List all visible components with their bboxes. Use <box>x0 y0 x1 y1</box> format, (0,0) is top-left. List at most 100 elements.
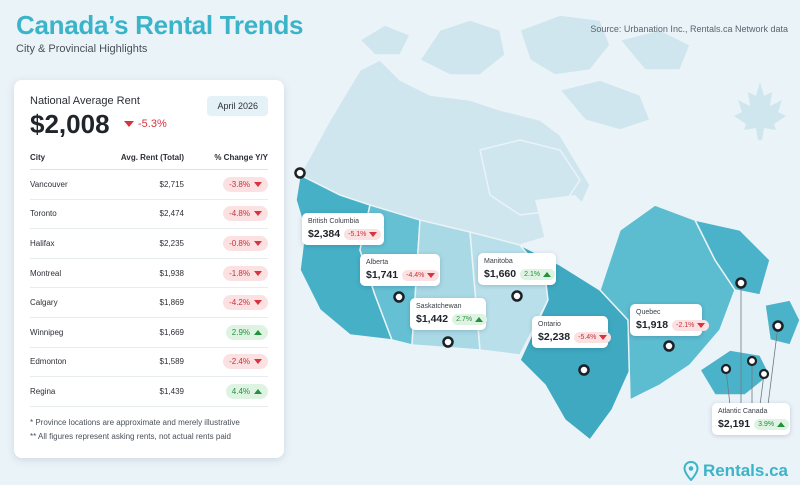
cell-rent: $2,474 <box>159 209 184 219</box>
label-manitoba: Manitoba $1,660 2.1% <box>478 253 556 285</box>
marker-ontario <box>578 364 590 376</box>
table-body: Vancouver $2,715 -3.8% Toronto $2,474 -4.8% Ha… <box>30 170 268 407</box>
cell-city: Regina <box>30 386 56 396</box>
cell-city: Vancouver <box>30 179 68 189</box>
date-badge: April 2026 <box>207 96 268 116</box>
table-row: Toronto $2,474 -4.8% <box>30 200 268 230</box>
trend-down-icon <box>599 334 608 340</box>
table-row: Regina $1,439 4.4% <box>30 377 268 407</box>
table-row: Halifax $2,235 -0.8% <box>30 229 268 259</box>
cell-change: -1.8% <box>184 265 268 281</box>
footnote-1: * Province locations are approximate and… <box>30 418 240 427</box>
label-ontario: Ontario $2,238 -5.4% <box>532 316 612 348</box>
trend-down-icon <box>427 272 436 278</box>
cell-city: Calgary <box>30 298 58 308</box>
trend-down-icon <box>254 211 262 217</box>
rent-summary-panel: National Average Rent $2,008 -5.3% April… <box>14 80 284 458</box>
table-row: Winnipeg $1,669 2.9% <box>30 318 268 348</box>
brand-name: Rentals.ca <box>702 461 788 480</box>
page-subtitle: City & Provincial Highlights <box>16 43 148 55</box>
change-pill: 2.7% <box>452 313 488 325</box>
trend-down-icon <box>124 121 134 127</box>
trend-down-icon <box>254 181 262 187</box>
marker-alberta <box>393 291 405 303</box>
northern-territories <box>298 14 691 246</box>
change-pill: -1.8% <box>223 265 268 281</box>
cell-change: -4.8% <box>184 206 268 222</box>
change-pill: -5.4% <box>574 331 612 343</box>
trend-down-icon <box>697 322 706 328</box>
table-header: City Avg. Rent (Total) % Change Y/Y <box>30 146 268 170</box>
trend-down-icon <box>254 270 262 276</box>
trend-up-icon <box>254 329 262 335</box>
page-title: Canada’s Rental Trends <box>16 10 304 40</box>
marker-british-columbia <box>294 167 306 179</box>
marker-newfoundland <box>772 320 784 332</box>
cell-city: Halifax <box>30 238 55 248</box>
trend-up-icon <box>543 271 552 277</box>
label-atlantic-canada: Atlantic Canada $2,191 3.9% <box>712 403 790 435</box>
atlantic-canada-region <box>693 218 771 296</box>
atlantic-leader-lines <box>725 283 779 406</box>
cell-change: -3.8% <box>184 176 268 192</box>
change-pill: -0.8% <box>223 235 268 251</box>
location-pin-icon <box>683 461 699 481</box>
change-pill: -2.4% <box>223 354 268 370</box>
marker-manitoba <box>511 290 523 302</box>
change-pill: -4.4% <box>402 269 440 281</box>
trend-down-icon <box>254 240 262 246</box>
label-british-columbia: British Columbia $2,384 -5.1% <box>302 213 384 245</box>
cell-rent: $2,715 <box>159 179 184 189</box>
cell-change: -4.2% <box>184 295 268 311</box>
national-average-label: National Average Rent <box>30 95 140 107</box>
trend-up-icon <box>254 388 262 394</box>
table-row: Calgary $1,869 -4.2% <box>30 288 268 318</box>
cell-rent: $1,439 <box>159 386 184 396</box>
trend-up-icon <box>777 421 786 427</box>
change-pill: -2.1% <box>672 319 710 331</box>
table-row: Montreal $1,938 -1.8% <box>30 259 268 289</box>
header-city: City <box>30 153 46 162</box>
change-pill: 4.4% <box>225 383 268 399</box>
cell-city: Winnipeg <box>30 327 64 337</box>
table-row: Vancouver $2,715 -3.8% <box>30 170 268 200</box>
marker-pei <box>746 355 758 367</box>
change-pill: 3.9% <box>754 418 790 430</box>
trend-down-icon <box>369 231 378 237</box>
change-pill: -3.8% <box>223 176 268 192</box>
marker-new-brunswick <box>720 363 732 375</box>
cell-change: -2.4% <box>184 354 268 370</box>
change-pill: -4.2% <box>223 295 268 311</box>
label-alberta: Alberta $1,741 -4.4% <box>360 254 440 286</box>
cell-change: -0.8% <box>184 235 268 251</box>
label-quebec: Quebec $1,918 -2.1% <box>630 304 710 336</box>
province-markers <box>294 167 784 380</box>
trend-down-icon <box>254 359 262 365</box>
change-pill: -5.1% <box>344 228 382 240</box>
cell-city: Edmonton <box>30 357 67 367</box>
cell-change: 2.9% <box>184 324 268 340</box>
change-pill: 2.9% <box>225 324 268 340</box>
rentals-logo[interactable]: Rentals.ca <box>683 461 788 481</box>
change-pill: -4.8% <box>223 206 268 222</box>
quebec-region <box>599 204 736 402</box>
footnotes: * Province locations are approximate and… <box>30 416 240 444</box>
maple-leaf-icon <box>734 82 786 140</box>
national-average-change: -5.3% <box>124 118 167 130</box>
label-saskatchewan: Saskatchewan $1,442 2.7% <box>410 298 488 330</box>
marker-nova-scotia <box>758 368 770 380</box>
cell-rent: $1,869 <box>159 298 184 308</box>
trend-up-icon <box>475 316 484 322</box>
trend-down-icon <box>254 300 262 306</box>
marker-labrador <box>735 277 747 289</box>
cell-change: 4.4% <box>184 383 268 399</box>
source-note: Source: Urbanation Inc., Rentals.ca Netw… <box>590 24 788 34</box>
national-average-value: $2,008 <box>30 109 110 139</box>
cell-rent: $1,938 <box>159 268 184 278</box>
cell-rent: $1,669 <box>159 327 184 337</box>
city-rent-table: City Avg. Rent (Total) % Change Y/Y Vanc… <box>30 146 268 407</box>
cell-city: Montreal <box>30 268 62 278</box>
marker-saskatchewan <box>442 336 454 348</box>
table-row: Edmonton $1,589 -2.4% <box>30 348 268 378</box>
national-change-value: -5.3% <box>138 118 167 130</box>
